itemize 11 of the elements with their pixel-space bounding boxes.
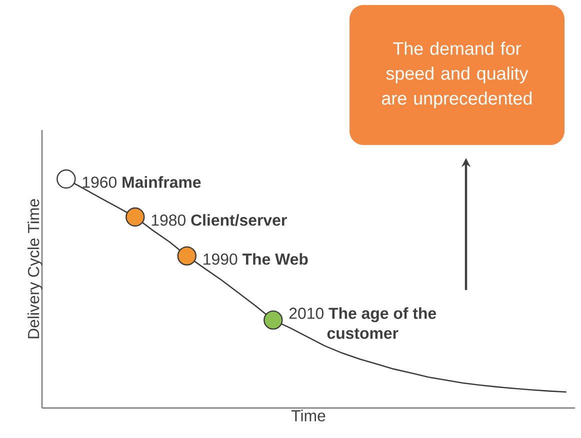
y-axis-title: Delivery Cycle Time bbox=[28, 199, 42, 338]
point bbox=[126, 207, 145, 227]
x-axis-title: Time bbox=[291, 410, 326, 422]
annotation: 1990 The Web bbox=[204, 253, 308, 265]
point bbox=[56, 169, 76, 189]
text: The demand for speed and quality are unprecedented bbox=[382, 42, 532, 108]
annotation: 1980 Client/server bbox=[152, 214, 287, 226]
point bbox=[177, 246, 196, 266]
annotation: 2010 The age of the customer bbox=[289, 307, 436, 339]
annotation: 1960 Mainframe bbox=[82, 176, 201, 188]
point bbox=[264, 310, 283, 330]
